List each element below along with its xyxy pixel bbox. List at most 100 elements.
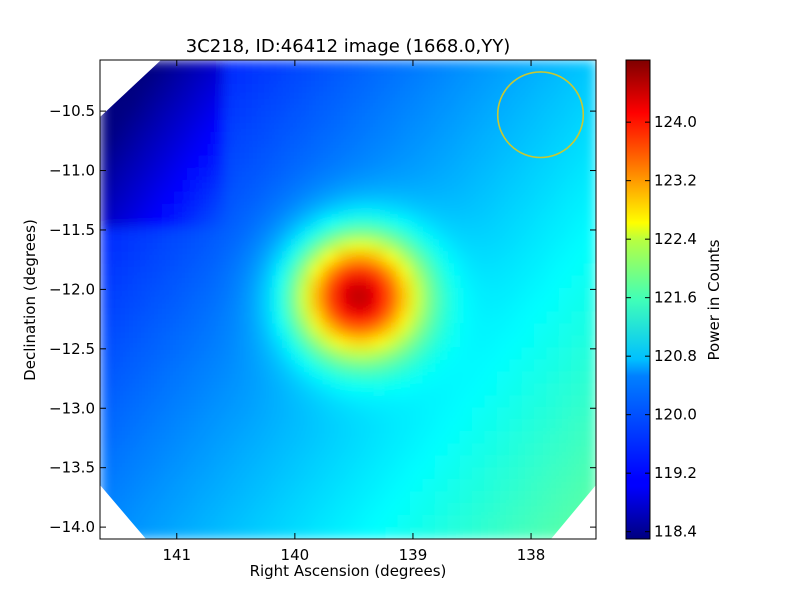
heatmap-cell [149,83,163,97]
heatmap-cell [323,347,337,360]
heatmap-cell [224,371,237,384]
heatmap-cell [112,191,126,205]
heatmap-cell [422,239,436,253]
heatmap-cell [509,395,523,408]
heatmap-cell [261,179,275,193]
heatmap-cell [199,203,213,217]
heatmap-cell [372,299,386,313]
heatmap-cell [447,371,461,384]
heatmap-cell [459,119,473,133]
heatmap-cell [224,491,237,504]
heatmap-cell [372,155,386,169]
heatmap-cell [422,60,436,73]
heatmap-cell [360,251,374,265]
heatmap-cell [236,251,250,265]
heatmap-cell [509,407,523,420]
heatmap-cell [496,311,510,325]
heatmap-cell [224,71,237,85]
heatmap-cell [310,227,324,241]
heatmap-cell [422,143,436,157]
heatmap-cell [236,515,250,528]
heatmap-cell [273,443,287,456]
heatmap-cell [583,239,596,253]
heatmap-cell [298,95,312,109]
heatmap-cell [199,191,213,205]
heatmap-cell [248,71,262,85]
heatmap-cell [447,383,461,396]
heatmap-cell [372,83,386,97]
heatmap-cell [472,60,485,73]
heatmap-cell [186,299,200,313]
heatmap-cell [211,131,225,145]
heatmap-cell [211,407,225,420]
heatmap-cell [286,119,299,133]
heatmap-cell [558,131,572,145]
heatmap-cell [211,527,225,539]
heatmap-cell [323,371,337,384]
heatmap-cell [199,323,213,337]
heatmap-cell [434,227,448,241]
heatmap-cell [162,95,175,109]
heatmap-cell [509,60,523,73]
heatmap-cell [583,323,596,337]
heatmap-cell [509,239,523,253]
heatmap-cell [273,419,287,432]
heatmap-cell [422,203,436,217]
heatmap-cell [348,443,361,456]
heatmap-cell [248,95,262,109]
heatmap-cell [137,467,151,480]
heatmap-cell [534,491,547,504]
heatmap-cell [422,419,436,432]
heatmap-cell [534,287,547,301]
heatmap-cell [546,431,560,444]
heatmap-cell [286,95,299,109]
heatmap-cell [397,479,411,492]
heatmap-cell [521,503,535,516]
heatmap-cell [422,503,436,516]
heatmap-cell [360,455,374,468]
heatmap-cell [261,167,275,181]
heatmap-cell [397,491,411,504]
heatmap-cell [137,227,151,241]
heatmap-cell [112,215,126,229]
heatmap-cell [534,467,547,480]
heatmap-cell [583,71,596,85]
heatmap-cell [335,71,349,85]
heatmap-cell [112,167,126,181]
heatmap-cell [496,83,510,97]
heatmap-cell [224,515,237,528]
heatmap-cell [385,239,399,253]
heatmap-cell [248,191,262,205]
heatmap-cell [472,395,485,408]
heatmap-cell [174,203,188,217]
heatmap-cell [484,83,498,97]
heatmap-cell [459,239,473,253]
heatmap-cell [521,251,535,265]
heatmap-cell [459,491,473,504]
heatmap-cell [286,143,299,157]
heatmap-cell [224,311,237,325]
heatmap-cell [162,407,175,420]
heatmap-cell [397,275,411,289]
heatmap-cell [397,335,411,348]
heatmap-cell [447,155,461,169]
heatmap-cell [410,71,423,85]
heatmap-cell [372,479,386,492]
heatmap-cell [546,143,560,157]
heatmap-cell [521,323,535,337]
heatmap-cell [224,275,237,289]
heatmap-cell [323,443,337,456]
heatmap-cell [422,179,436,193]
heatmap-cell [472,443,485,456]
heatmap-cell [496,263,510,277]
heatmap-cell [310,491,324,504]
heatmap-cell [335,299,349,313]
heatmap-cell [521,215,535,229]
heatmap-cell [484,395,498,408]
heatmap-cell [447,311,461,325]
y-tick-label: −13.0 [49,399,95,417]
heatmap-cell [546,527,560,539]
heatmap-cell [410,83,423,97]
heatmap-cell [496,467,510,480]
heatmap-cell [335,131,349,145]
